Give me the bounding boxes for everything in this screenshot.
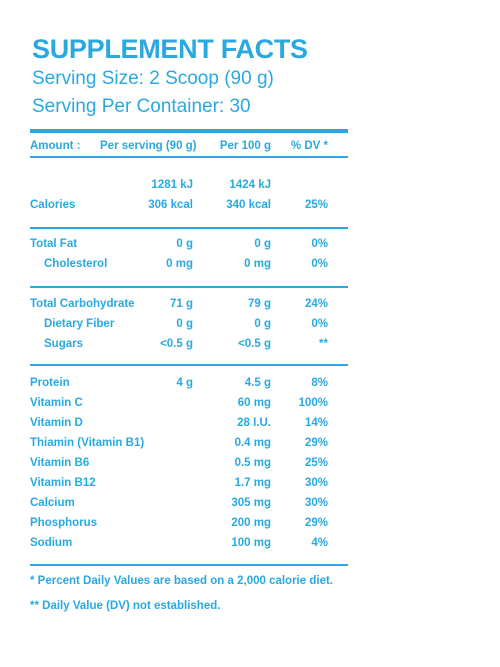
nutrient-dv: ** — [319, 338, 328, 350]
nutrient-per-100g: 0 g — [254, 318, 271, 330]
section-rule — [30, 227, 348, 229]
nutrient-name: Vitamin D — [30, 417, 83, 429]
nutrient-per-100g: 0 g — [254, 238, 271, 250]
header-rule — [30, 156, 348, 158]
nutrient-dv: 30% — [304, 497, 328, 509]
nutrient-dv: 24% — [304, 298, 328, 310]
nutrient-name: Protein — [30, 377, 70, 389]
column-header-per-serving: Per serving (90 g) — [100, 140, 197, 152]
nutrient-per-100g: 1.7 mg — [234, 477, 271, 489]
nutrient-name: Vitamin B6 — [30, 457, 90, 469]
servings-per-container: Serving Per Container: 30 — [32, 96, 251, 117]
nutrient-dv: 29% — [304, 517, 328, 529]
bottom-rule — [30, 564, 348, 566]
nutrient-per-100g: 4.5 g — [244, 377, 271, 389]
nutrient-per-serving: 0 g — [176, 238, 193, 250]
nutrient-per-serving: 0 mg — [166, 258, 193, 270]
nutrient-per-serving: <0.5 g — [160, 338, 193, 350]
nutrient-per-100g: 200 mg — [231, 517, 271, 529]
nutrient-per-100g: 79 g — [247, 298, 271, 310]
nutrient-per-100g: 0.5 mg — [234, 457, 271, 469]
top-thick-rule — [30, 129, 348, 133]
nutrient-per-serving: 306 kcal — [148, 199, 193, 211]
nutrient-per-serving: 71 g — [169, 298, 193, 310]
footnote-not-established: ** Daily Value (DV) not established. — [30, 600, 221, 612]
nutrient-name: Sodium — [30, 537, 73, 549]
nutrient-dv: 25% — [304, 457, 328, 469]
nutrient-name: Total Carbohydrate — [30, 298, 135, 310]
section-rule — [30, 286, 348, 288]
nutrient-name: Calcium — [30, 497, 75, 509]
nutrient-per-100g: 340 kcal — [226, 199, 271, 211]
nutrient-dv: 8% — [311, 377, 328, 389]
nutrient-name: Thiamin (Vitamin B1) — [30, 437, 145, 449]
section-rule — [30, 364, 348, 366]
nutrient-dv: 25% — [304, 199, 328, 211]
nutrient-dv: 30% — [304, 477, 328, 489]
nutrient-name: Cholesterol — [44, 258, 108, 270]
serving-size: Serving Size: 2 Scoop (90 g) — [32, 68, 274, 89]
nutrient-per-100g: 28 I.U. — [237, 417, 271, 429]
nutrient-per-serving: 4 g — [176, 377, 193, 389]
page-title: SUPPLEMENT FACTS — [32, 34, 308, 64]
nutrient-dv: 29% — [304, 437, 328, 449]
nutrient-dv: 0% — [311, 318, 328, 330]
nutrient-per-100g: 0 mg — [244, 258, 271, 270]
nutrient-dv: 4% — [311, 537, 328, 549]
nutrient-per-100g: <0.5 g — [238, 338, 271, 350]
nutrient-per-100g: 305 mg — [231, 497, 271, 509]
energy-kj-per-serving: 1281 kJ — [151, 179, 193, 191]
nutrient-per-100g: 100 mg — [231, 537, 271, 549]
nutrient-name: Vitamin B12 — [30, 477, 96, 489]
nutrient-name: Total Fat — [30, 238, 78, 250]
nutrient-per-100g: 60 mg — [237, 397, 271, 409]
nutrient-name: Dietary Fiber — [44, 318, 115, 330]
nutrient-per-100g: 0.4 mg — [234, 437, 271, 449]
nutrient-name: Vitamin C — [30, 397, 83, 409]
nutrient-name: Calories — [30, 199, 76, 211]
column-header-amount: Amount : — [30, 140, 81, 152]
nutrient-dv: 0% — [311, 258, 328, 270]
column-header-dv: % DV * — [290, 140, 328, 152]
column-header-per-100g: Per 100 g — [219, 140, 271, 152]
nutrient-dv: 14% — [304, 417, 328, 429]
footnote-daily-values: * Percent Daily Values are based on a 2,… — [30, 575, 333, 587]
nutrient-dv: 100% — [298, 397, 328, 409]
nutrient-per-serving: 0 g — [176, 318, 193, 330]
nutrient-dv: 0% — [311, 238, 328, 250]
nutrient-name: Phosphorus — [30, 517, 98, 529]
energy-kj-per-100g: 1424 kJ — [229, 179, 271, 191]
nutrient-name: Sugars — [44, 338, 83, 350]
